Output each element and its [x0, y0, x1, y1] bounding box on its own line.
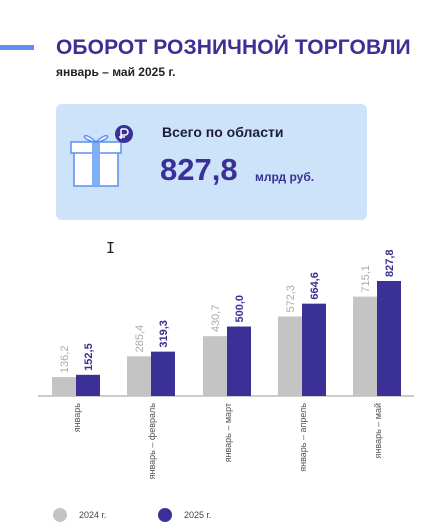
category-label-2: январь – март: [223, 403, 233, 462]
bar-2025-1: [151, 351, 175, 396]
gift-box-ruble-icon: [70, 125, 133, 187]
bar-2025-3: [302, 303, 326, 396]
bar-2024-2: [203, 336, 227, 396]
bar-2024-0: [52, 377, 76, 396]
summary-value: 827,8: [160, 152, 238, 187]
bar-2024-4: [353, 296, 377, 396]
page-title: ОБОРОТ РОЗНИЧНОЙ ТОРГОВЛИ: [56, 36, 411, 59]
data-label-2024-0: 136,2: [59, 346, 71, 374]
legend-label-2025: 2025 г.: [184, 510, 212, 520]
data-label-2025-4: 827,8: [384, 249, 396, 277]
text-cursor-icon: I: [106, 239, 116, 257]
bar-2025-4: [377, 281, 401, 396]
legend-swatch-2025: [158, 508, 172, 522]
data-label-2024-2: 430,7: [210, 305, 222, 333]
bar-2024-1: [127, 356, 151, 396]
legend-swatch-2024: [53, 508, 67, 522]
data-label-2024-4: 715,1: [360, 265, 372, 293]
data-label-2025-3: 664,6: [309, 272, 321, 300]
data-label-2024-3: 572,3: [285, 285, 297, 313]
category-label-0: январь: [72, 403, 82, 433]
legend-item-2024: 2024 г.: [53, 508, 106, 522]
bar-2025-0: [76, 374, 100, 396]
data-label-2025-1: 319,3: [158, 320, 170, 348]
page-subtitle: январь – май 2025 г.: [56, 65, 176, 79]
data-label-2024-1: 285,4: [134, 325, 146, 353]
category-label-4: январь – май: [373, 403, 383, 458]
title-accent-bar: [0, 45, 34, 50]
summary-label: Всего по области: [162, 124, 284, 140]
category-label-1: январь – февраль: [147, 403, 157, 480]
legend-label-2024: 2024 г.: [79, 510, 107, 520]
bar-2024-3: [278, 316, 302, 396]
data-label-2025-0: 152,5: [83, 343, 95, 371]
data-label-2025-2: 500,0: [234, 295, 246, 323]
summary-unit: млрд руб.: [255, 170, 315, 184]
category-label-3: январь – апрель: [298, 403, 308, 472]
legend-item-2025: 2025 г.: [158, 508, 211, 522]
summary-card: Всего по области 827,8 млрд руб.: [56, 104, 367, 220]
bar-2025-2: [227, 326, 251, 396]
